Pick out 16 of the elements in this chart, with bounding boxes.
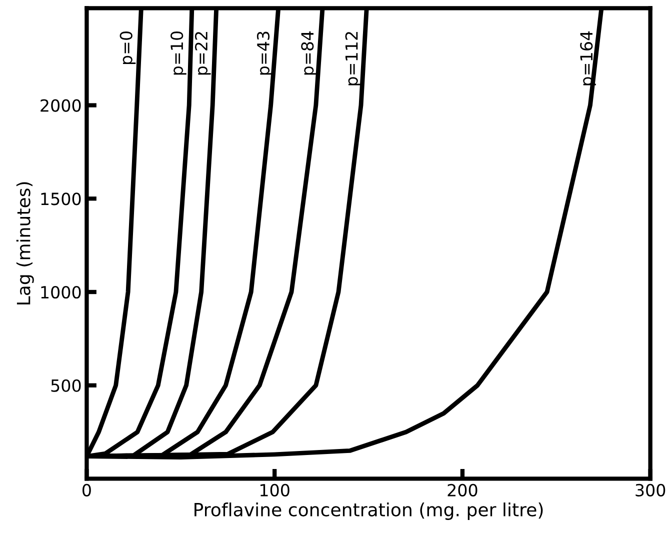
y-tick-label: 1000 xyxy=(41,286,81,299)
text: p=0 xyxy=(120,31,136,64)
text: p=84 xyxy=(301,31,317,75)
text: p=10 xyxy=(170,31,186,75)
y-tick-label: 2000 xyxy=(40,99,81,112)
text: p=22 xyxy=(194,32,211,75)
x-tick-label: 200 xyxy=(448,484,478,496)
x-tick-label: 0 xyxy=(82,484,91,496)
x-axis-title: Proflavine concentration (mg. per litre) xyxy=(194,502,543,520)
y-axis-title: Lag (minutes) xyxy=(16,182,34,304)
y-tick-label: 500 xyxy=(51,379,81,392)
text: p=43 xyxy=(256,32,273,75)
x-tick-label: 100 xyxy=(260,484,290,496)
y-tick-label: 1500 xyxy=(41,192,81,206)
x-tick-label: 300 xyxy=(636,484,666,496)
text: p=112 xyxy=(345,32,362,86)
